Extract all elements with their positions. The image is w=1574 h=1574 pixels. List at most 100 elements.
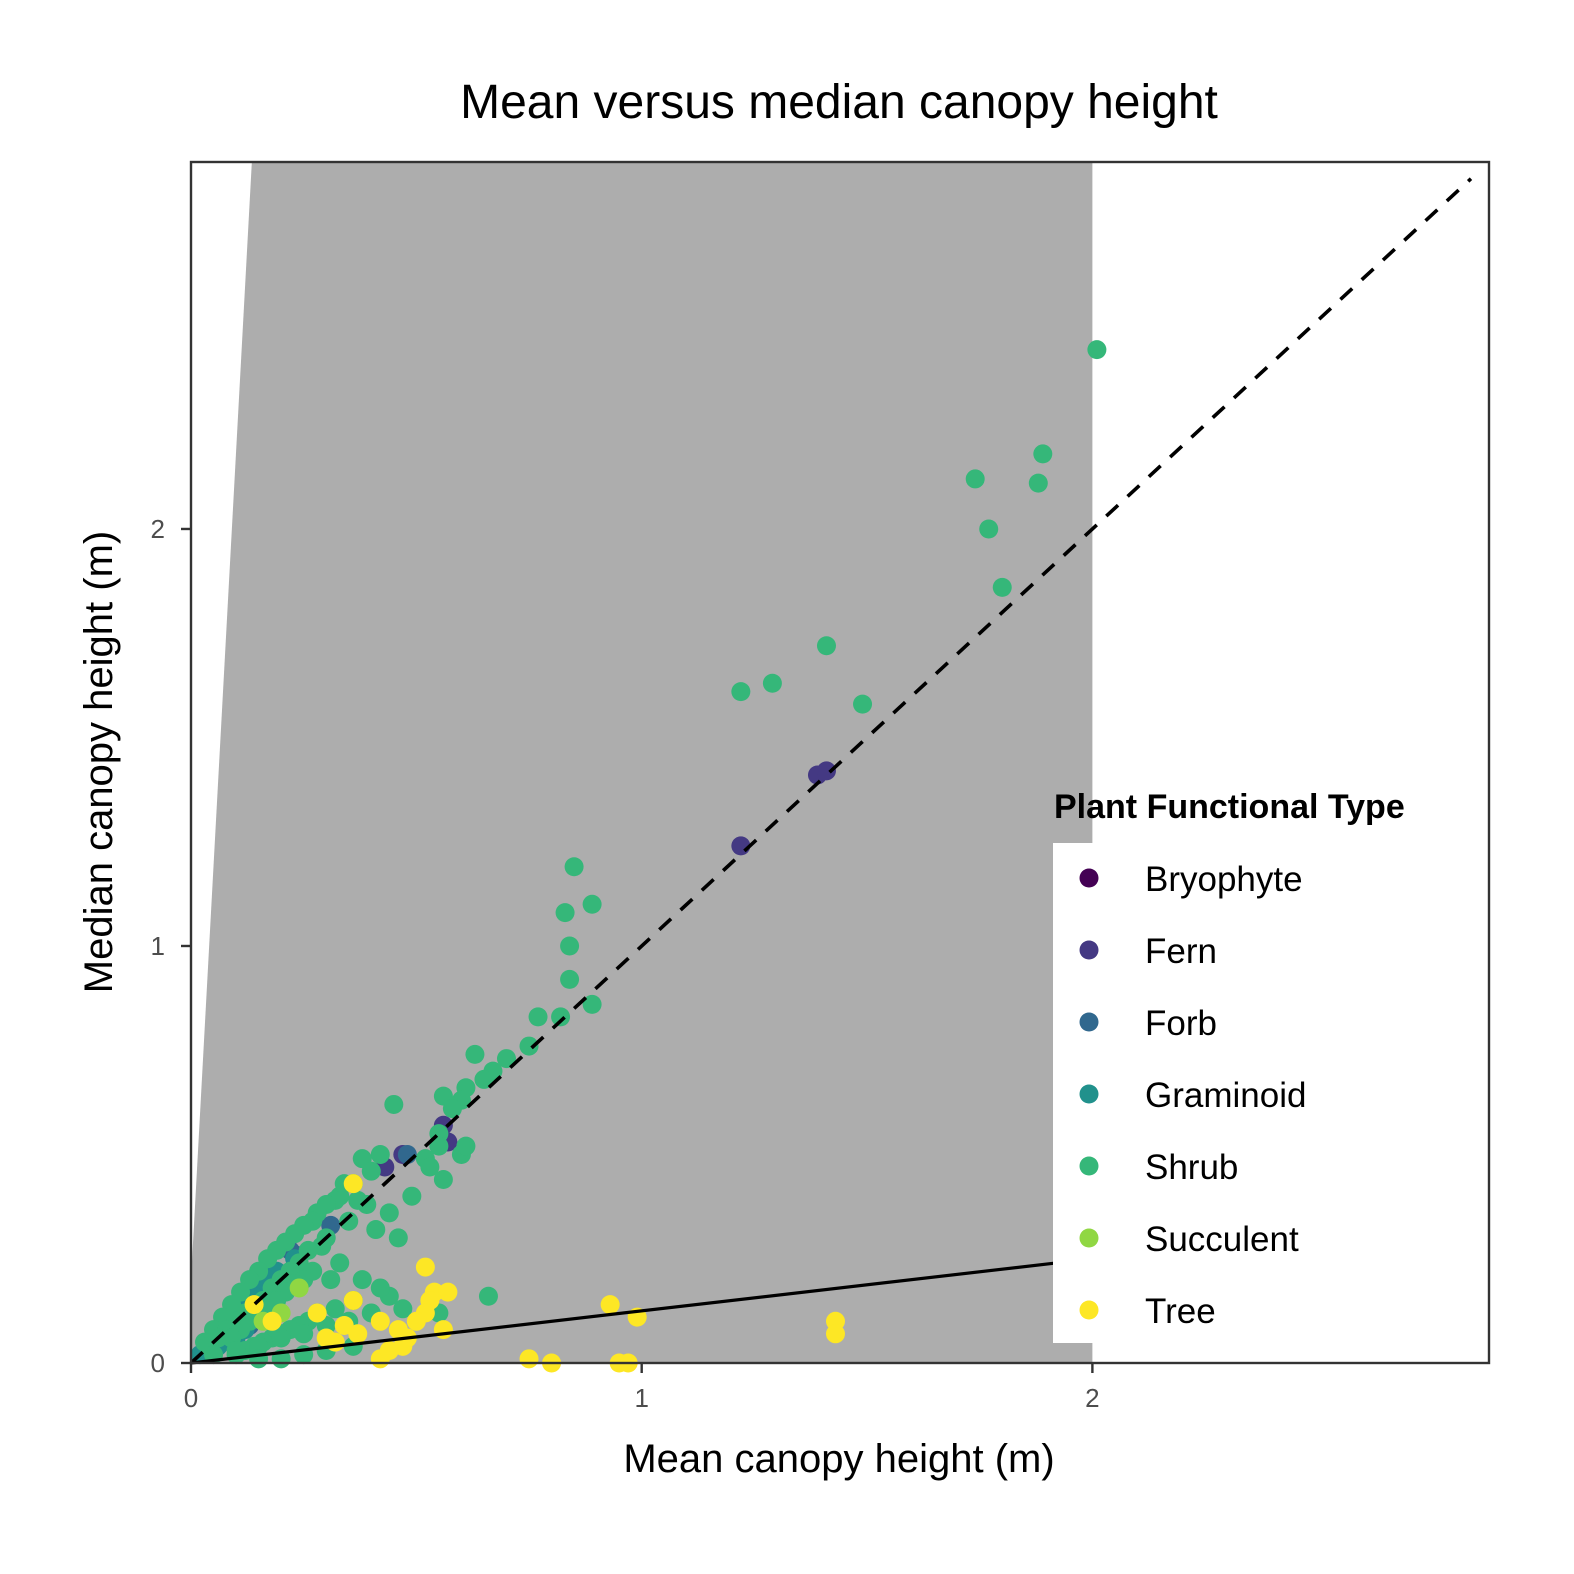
legend-label-tree: Tree xyxy=(1145,1292,1216,1331)
point-shrub xyxy=(420,1157,440,1177)
point-shrub xyxy=(366,1220,386,1240)
legend-label-bryophyte: Bryophyte xyxy=(1145,860,1303,899)
point-succulent xyxy=(289,1278,309,1298)
point-shrub xyxy=(456,1136,476,1156)
legend-key-background xyxy=(1053,843,1362,1343)
point-shrub xyxy=(762,673,782,693)
point-shrub xyxy=(370,1144,390,1164)
legend-label-forb: Forb xyxy=(1145,1004,1217,1043)
axes: 0 1 2 0 1 2 xyxy=(151,160,1491,1413)
point-shrub xyxy=(731,682,751,702)
point-shrub xyxy=(384,1094,404,1114)
point-shrub xyxy=(352,1270,372,1290)
y-axis-label: Median canopy height (m) xyxy=(77,531,121,993)
points-layer xyxy=(190,340,1107,1373)
legend-key-shrub xyxy=(1079,1156,1099,1176)
point-fern xyxy=(816,761,836,781)
point-shrub xyxy=(249,1349,269,1369)
point-shrub xyxy=(1028,473,1048,493)
point-shrub xyxy=(388,1228,408,1248)
legend-label-succulent: Succulent xyxy=(1145,1220,1299,1259)
x-tick-label: 2 xyxy=(1085,1383,1099,1413)
point-shrub xyxy=(370,1278,390,1298)
point-tree xyxy=(438,1282,458,1302)
x-axis-ticks: 0 1 2 xyxy=(184,1363,1100,1413)
legend-key-graminoid xyxy=(1079,1084,1099,1104)
point-tree xyxy=(262,1311,282,1331)
point-tree xyxy=(343,1290,363,1310)
y-tick-label: 0 xyxy=(151,1348,165,1378)
point-tree xyxy=(825,1324,845,1344)
point-tree xyxy=(348,1324,368,1344)
point-tree xyxy=(433,1320,453,1340)
legend-title: Plant Functional Type xyxy=(1054,788,1405,826)
point-shrub xyxy=(582,894,602,914)
point-shrub xyxy=(433,1170,453,1190)
point-shrub xyxy=(474,1069,494,1089)
legend-key-tree xyxy=(1079,1300,1099,1320)
point-shrub xyxy=(361,1161,381,1181)
legend-key-bryophyte xyxy=(1079,868,1099,888)
legend-label-shrub: Shrub xyxy=(1145,1148,1238,1187)
point-shrub xyxy=(555,903,575,923)
point-tree xyxy=(406,1311,426,1331)
legend-key-succulent xyxy=(1079,1228,1099,1248)
point-shrub xyxy=(330,1253,350,1273)
plot-area xyxy=(189,162,1489,1373)
point-shrub xyxy=(271,1328,291,1348)
legend-label-fern: Fern xyxy=(1145,932,1217,971)
point-shrub xyxy=(816,636,836,656)
point-shrub xyxy=(1087,340,1107,360)
point-shrub xyxy=(294,1324,314,1344)
point-tree xyxy=(307,1303,327,1323)
legend-label-graminoid: Graminoid xyxy=(1145,1076,1306,1115)
point-shrub xyxy=(551,1007,571,1027)
point-tree xyxy=(519,1349,539,1369)
point-shrub xyxy=(465,1044,485,1064)
point-tree xyxy=(415,1257,435,1277)
point-shrub xyxy=(564,857,584,877)
y-tick-label: 2 xyxy=(151,514,165,544)
point-shrub xyxy=(402,1186,422,1206)
point-shrub xyxy=(478,1286,498,1306)
point-shrub xyxy=(1033,444,1053,464)
point-shrub xyxy=(321,1270,341,1290)
regression-solid-line xyxy=(190,1261,1057,1365)
y-tick-label: 1 xyxy=(151,931,165,961)
y-axis-ticks: 0 1 2 xyxy=(151,514,191,1378)
point-shrub xyxy=(560,936,580,956)
panel-border xyxy=(189,160,1491,1365)
point-shrub xyxy=(519,1036,539,1056)
legend-items: Bryophyte Fern Forb Graminoid Shrub Succulent… xyxy=(1079,860,1306,1331)
point-shrub xyxy=(528,1007,548,1027)
legend-key-forb xyxy=(1079,1012,1099,1032)
point-shrub xyxy=(979,519,999,539)
legend-key-fern xyxy=(1079,940,1099,960)
point-shrub xyxy=(393,1299,413,1319)
point-tree xyxy=(379,1340,399,1360)
point-tree xyxy=(370,1311,390,1331)
x-tick-label: 1 xyxy=(634,1383,648,1413)
series-tree xyxy=(244,1174,845,1373)
identity-dashed-line xyxy=(189,177,1473,1365)
shaded-region xyxy=(191,162,1093,1363)
point-shrub xyxy=(853,694,873,714)
point-shrub xyxy=(992,577,1012,597)
point-shrub xyxy=(560,969,580,989)
point-tree xyxy=(600,1295,620,1315)
point-shrub xyxy=(325,1299,345,1319)
x-axis-label: Mean canopy height (m) xyxy=(623,1437,1054,1481)
point-shrub xyxy=(379,1203,399,1223)
point-shrub xyxy=(429,1136,449,1156)
point-shrub xyxy=(339,1211,359,1231)
point-tree xyxy=(388,1320,408,1340)
point-shrub xyxy=(496,1049,516,1069)
point-shrub xyxy=(582,994,602,1014)
point-tree xyxy=(343,1174,363,1194)
x-tick-label: 0 xyxy=(184,1383,198,1413)
point-shrub xyxy=(226,1340,246,1360)
legend: Plant Functional Type Bryophyte Fern Forb G… xyxy=(1053,788,1405,1343)
point-shrub xyxy=(442,1099,462,1119)
chart-title: Mean versus median canopy height xyxy=(460,76,1218,129)
